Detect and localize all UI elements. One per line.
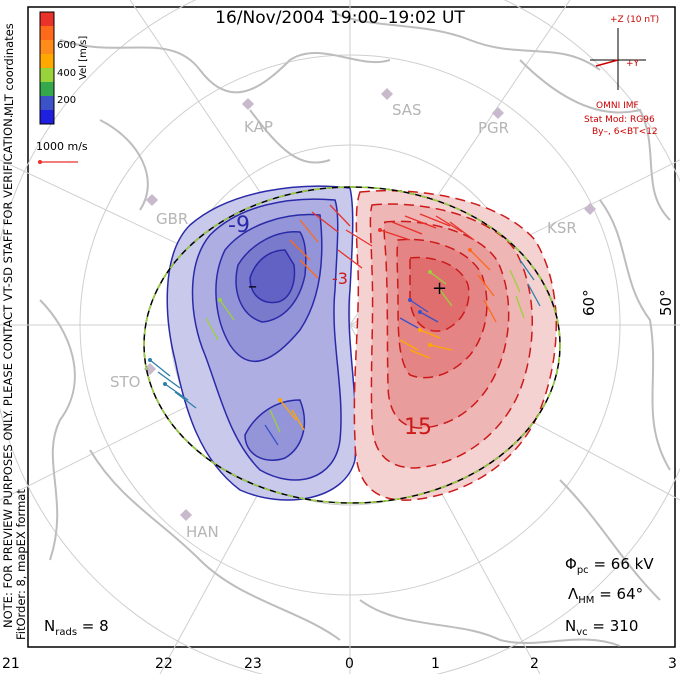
vector-roots — [148, 228, 472, 402]
mlt-tick-23: 23 — [244, 656, 262, 672]
colorbar-tick-400: 400 — [57, 68, 76, 79]
latitude-label-60: 60° — [580, 289, 598, 316]
station-label-ksr: KSR — [547, 219, 577, 237]
contour-label-negative: -9 — [228, 213, 250, 238]
potential-max-marker: + — [432, 278, 447, 299]
coordinate-system-label: MLT coordinates — [2, 23, 16, 116]
scale-vector-root — [38, 160, 42, 164]
positive-convection-cell — [353, 189, 557, 501]
contour-label-positive: 15 — [404, 415, 432, 440]
stat-lambda-hm-value: 64° — [616, 585, 644, 603]
latitude-label-50: 50° — [657, 289, 675, 316]
station-marker-gbr — [146, 194, 158, 206]
colorbar-tick-200: 200 — [57, 95, 76, 106]
stat-phi-pc: Φpc = 66 kV — [565, 555, 654, 576]
velocity-vectors — [149, 204, 541, 446]
continent-outlines — [39, 9, 671, 647]
station-label-sas: SAS — [392, 101, 422, 119]
station-marker-pgr — [492, 107, 504, 119]
negative-convection-cell — [166, 185, 357, 501]
station-label-han: HAN — [186, 523, 219, 541]
hm-boundary-dash — [143, 186, 561, 504]
map-title: 16/Nov/2004 19:00–19:02 UT — [215, 8, 465, 28]
stat-phi-pc-value: 66 kV — [610, 555, 654, 573]
colorbar-label: Vel [m/s] — [78, 36, 89, 80]
mlt-tick-0: 0 — [345, 656, 354, 672]
mlt-tick-2: 2 — [530, 656, 539, 672]
imf-y-label: +Y — [626, 59, 640, 69]
mlt-tick-21: 21 — [2, 656, 20, 672]
station-marker-han — [180, 509, 192, 521]
mlt-tick-3: 3 — [668, 656, 677, 672]
imf-z-label: +Z (10 nT) — [610, 15, 659, 25]
contour-label-zero: -3 — [332, 269, 348, 288]
plot-frame — [27, 6, 676, 648]
station-markers — [144, 88, 596, 521]
stat-lambda-hm: ΛHM = 64° — [568, 585, 644, 606]
fit-order-note: FitOrder: 8, mapEX format — [14, 489, 28, 640]
stat-n-vc-value: 310 — [609, 617, 639, 635]
station-label-sto: STO — [110, 373, 141, 391]
stat-n-rads: Nrads = 8 — [44, 617, 109, 638]
station-marker-sas — [381, 88, 393, 100]
station-label-gbr: GBR — [156, 210, 188, 228]
imf-vector — [595, 59, 619, 67]
stat-n-rads-value: 8 — [99, 617, 109, 635]
mlt-tick-1: 1 — [431, 656, 440, 672]
imf-model: Stat Mod: RG96 — [584, 115, 655, 125]
station-marker-ksr — [584, 203, 596, 215]
station-marker-kap — [242, 98, 254, 110]
velocity-colorbar — [39, 11, 55, 125]
imf-condition: By–, 6<BT<12 — [592, 127, 658, 137]
station-label-pgr: PGR — [478, 119, 509, 137]
imf-source: OMNI IMF — [596, 101, 639, 111]
mlt-tick-22: 22 — [155, 656, 173, 672]
colorbar-tick-600: 600 — [57, 40, 76, 51]
stat-n-vc: Nvc = 310 — [565, 617, 639, 638]
scale-vector-label: 1000 m/s — [36, 140, 88, 153]
potential-min-marker: – — [248, 276, 257, 297]
station-label-kap: KAP — [244, 118, 273, 136]
